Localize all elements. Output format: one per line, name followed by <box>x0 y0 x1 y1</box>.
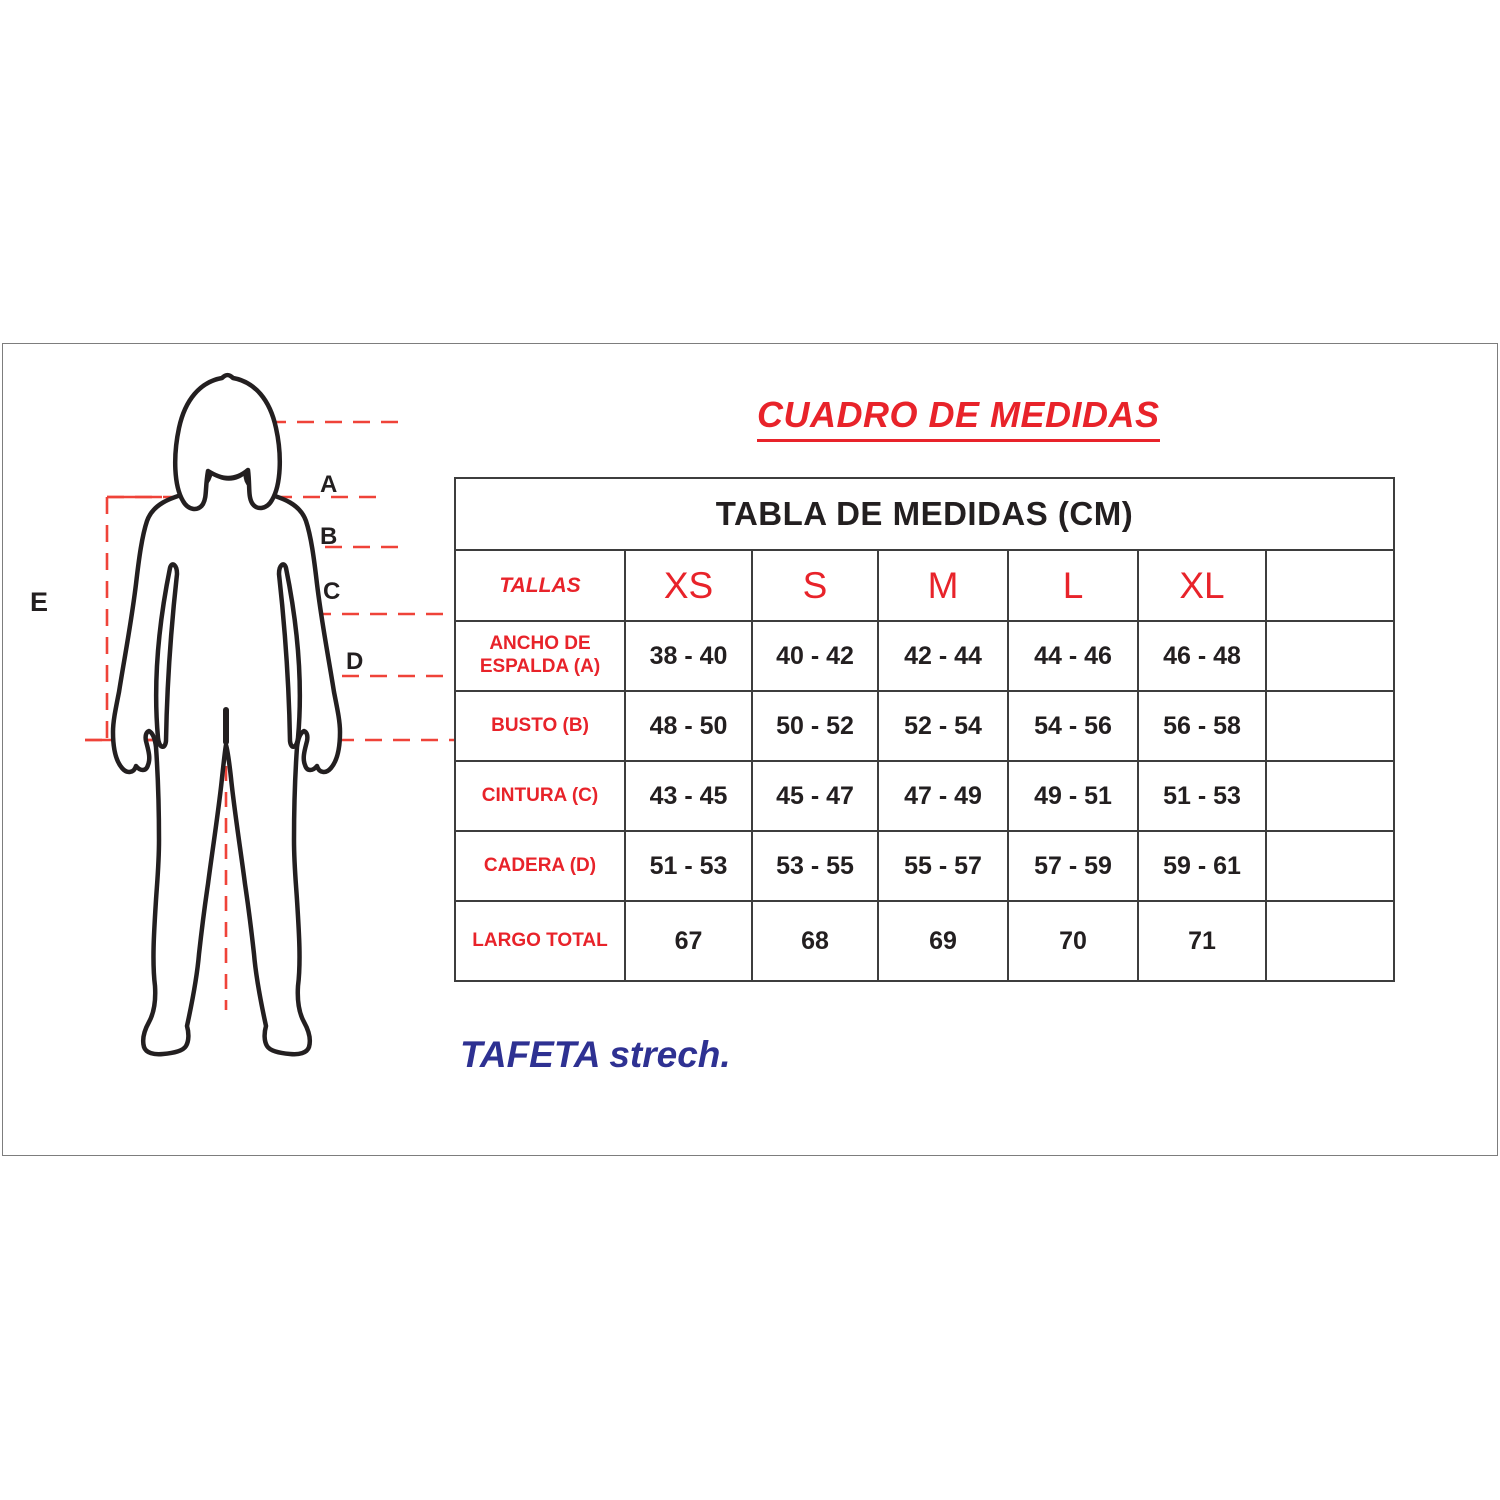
measure-cell: 51 - 53 <box>624 830 753 902</box>
table-row: CADERA (D) 51 - 53 53 - 55 55 - 57 57 - … <box>454 830 1395 902</box>
measure-cell: 51 - 53 <box>1137 760 1267 832</box>
body-measurement-diagram: A B C D E <box>30 372 458 1057</box>
measurements-table: TABLA DE MEDIDAS (CM) TALLAS XS S M L XL… <box>454 477 1395 982</box>
measure-cell-empty <box>1265 900 1395 982</box>
measure-cell: 45 - 47 <box>751 760 879 832</box>
row-label-ancho: ANCHO DE ESPALDA (A) <box>454 620 626 692</box>
measure-cell-empty <box>1265 760 1395 832</box>
measure-cell: 47 - 49 <box>877 760 1009 832</box>
label-b: B <box>320 523 337 550</box>
sizes-header-cell: TALLAS <box>454 549 626 622</box>
arm-gap-right <box>276 562 303 749</box>
row-label-cintura: CINTURA (C) <box>454 760 626 832</box>
page-title: CUADRO DE MEDIDAS <box>757 394 1160 442</box>
fabric-note: TAFETA strech. <box>460 1034 731 1075</box>
measure-cell: 50 - 52 <box>751 690 879 762</box>
size-col-empty <box>1265 549 1395 622</box>
arm-gap-left <box>153 562 180 749</box>
row-label-busto: BUSTO (B) <box>454 690 626 762</box>
label-c: C <box>323 578 340 605</box>
label-a: A <box>320 471 337 498</box>
measure-cell: 54 - 56 <box>1007 690 1139 762</box>
measure-cell: 46 - 48 <box>1137 620 1267 692</box>
label-e: E <box>30 587 48 617</box>
size-col-xs: XS <box>624 549 753 622</box>
measure-cell: 52 - 54 <box>877 690 1009 762</box>
table-row: CINTURA (C) 43 - 45 45 - 47 47 - 49 49 -… <box>454 760 1395 832</box>
size-col-xl: XL <box>1137 549 1267 622</box>
size-col-l: L <box>1007 549 1139 622</box>
measure-cell: 56 - 58 <box>1137 690 1267 762</box>
table-row: ANCHO DE ESPALDA (A) 38 - 40 40 - 42 42 … <box>454 620 1395 692</box>
measure-cell: 53 - 55 <box>751 830 879 902</box>
measure-cell-empty <box>1265 830 1395 902</box>
measure-cell: 38 - 40 <box>624 620 753 692</box>
measure-cell: 49 - 51 <box>1007 760 1139 832</box>
measure-cell: 43 - 45 <box>624 760 753 832</box>
measure-cell: 59 - 61 <box>1137 830 1267 902</box>
measure-cell: 57 - 59 <box>1007 830 1139 902</box>
body-outline <box>110 468 343 1057</box>
size-col-s: S <box>751 549 879 622</box>
measure-cell-empty <box>1265 690 1395 762</box>
measure-cell: 68 <box>751 900 879 982</box>
measure-cell: 55 - 57 <box>877 830 1009 902</box>
measure-cell: 70 <box>1007 900 1139 982</box>
measure-cell: 40 - 42 <box>751 620 879 692</box>
measure-cell: 48 - 50 <box>624 690 753 762</box>
row-label-largo: LARGO TOTAL <box>454 900 626 982</box>
table-row: LARGO TOTAL 67 68 69 70 71 <box>454 900 1395 982</box>
label-d: D <box>346 648 363 675</box>
measure-cell: 71 <box>1137 900 1267 982</box>
measure-cell-empty <box>1265 620 1395 692</box>
row-label-cadera: CADERA (D) <box>454 830 626 902</box>
measure-cell: 67 <box>624 900 753 982</box>
measure-cell: 69 <box>877 900 1009 982</box>
size-col-m: M <box>877 549 1009 622</box>
table-row: BUSTO (B) 48 - 50 50 - 52 52 - 54 54 - 5… <box>454 690 1395 762</box>
measure-cell: 44 - 46 <box>1007 620 1139 692</box>
table-title: TABLA DE MEDIDAS (CM) <box>454 477 1395 551</box>
hair-outline <box>172 372 283 512</box>
measure-cell: 42 - 44 <box>877 620 1009 692</box>
